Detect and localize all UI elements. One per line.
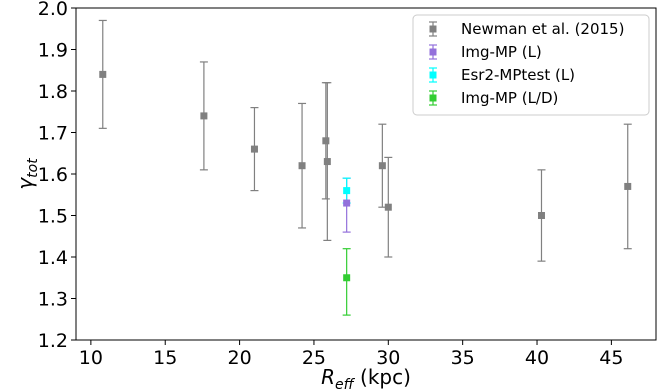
y-tick-label: 1.9 [38,40,68,62]
y-axis-label-sub: tot [25,158,41,178]
x-tick-label: 45 [599,347,623,369]
x-tick-label: 15 [153,347,177,369]
data-point [250,145,258,153]
legend-box [412,14,650,116]
legend-label: Img-MP (L/D) [461,89,558,107]
data-point [384,203,392,211]
data-point [298,162,306,170]
data-point [200,112,208,120]
x-tick-label: 40 [525,347,549,369]
data-point [343,274,351,282]
data-point [624,182,632,190]
x-axis-label-sub: eff [335,377,356,392]
y-tick-label: 2.0 [38,0,68,20]
data-point [322,137,330,145]
legend-marker [429,94,437,102]
data-markers [99,70,632,282]
x-tick-label: 25 [302,347,326,369]
data-point [537,212,545,219]
y-tick-label: 1.3 [38,289,68,311]
legend-label: Img-MP (L) [461,43,542,61]
y-tick-label: 1.7 [38,123,68,145]
legend-marker [429,71,437,79]
data-point [323,158,331,166]
y-tick-label: 1.8 [38,81,68,103]
x-tick-label: 20 [227,347,251,369]
legend-marker [429,25,437,33]
y-axis-ticks: 1.2 1.3 1.4 1.5 1.6 1.7 1.8 1.9 2.0 [38,0,76,352]
data-point [378,162,386,170]
legend-marker [429,48,437,56]
legend-items: Newman et al. (2015) Img-MP (L) Esr2-MPtes… [429,20,624,107]
y-tick-label: 1.2 [38,330,68,352]
x-axis-label: Reff (kpc) [321,365,411,392]
x-tick-label: 10 [79,347,103,369]
data-point [343,187,351,195]
data-point [99,70,107,78]
y-axis-label: γtot [13,158,41,190]
y-axis-label-main: γ [13,177,37,190]
y-tick-label: 1.6 [38,164,68,186]
legend-label: Newman et al. (2015) [461,20,624,38]
x-axis-label-unit: (kpc) [354,365,411,389]
x-tick-label: 30 [376,347,400,369]
legend-label: Esr2-MPtest (L) [461,66,575,84]
y-tick-label: 1.4 [38,247,68,269]
legend: Newman et al. (2015) Img-MP (L) Esr2-MPtes… [412,14,650,116]
y-tick-label: 1.5 [38,206,68,228]
x-axis-ticks: 10 15 20 25 30 35 40 45 [79,340,623,369]
data-point [343,199,351,207]
x-axis-label-main: R [321,365,335,389]
x-tick-label: 35 [451,347,475,369]
